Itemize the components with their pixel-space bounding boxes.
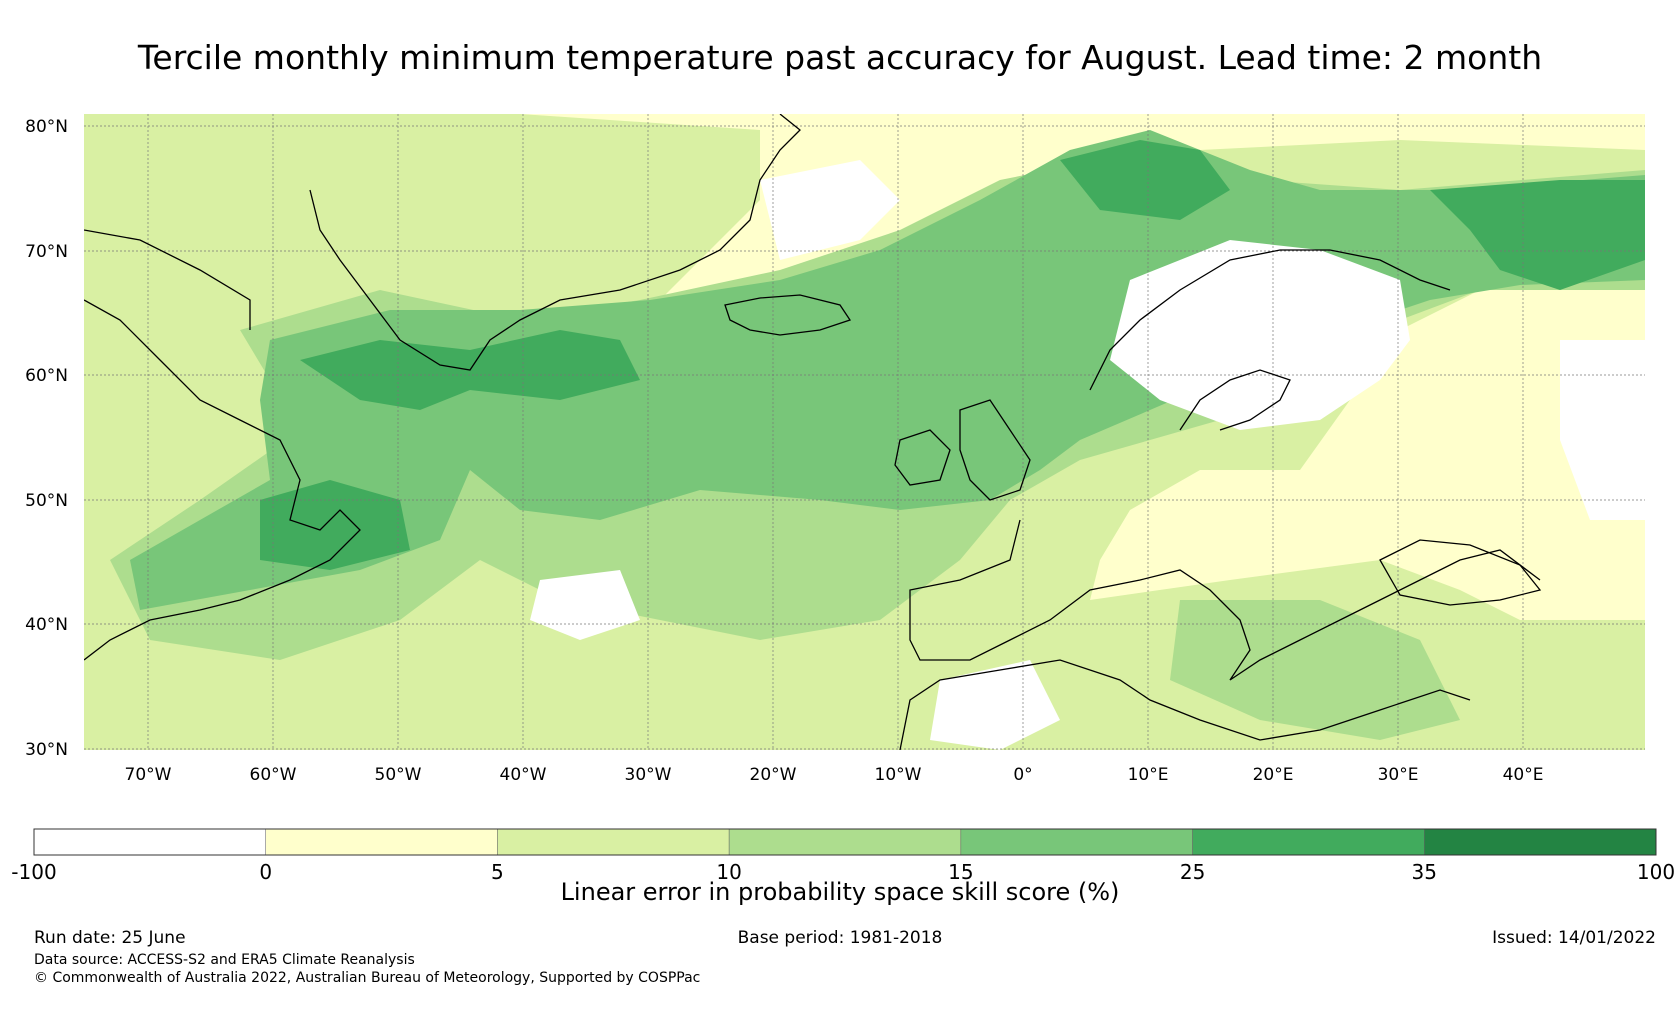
lon-label: 40°W — [500, 765, 547, 785]
africa-coast — [899, 659, 1471, 750]
map-title: Tercile monthly minimum temperature past… — [137, 38, 1543, 77]
scandinavia-coast — [1089, 249, 1451, 391]
lon-label: 10°E — [1128, 765, 1169, 785]
lat-label: 70°N — [25, 242, 68, 262]
north-america-coast — [84, 299, 361, 661]
iceland-coast — [724, 294, 852, 336]
colorbar-tick-label: 10 — [716, 860, 741, 884]
colorbar-tick-label: 5 — [491, 860, 504, 884]
lon-label: 0° — [1013, 765, 1032, 785]
latitude-labels: 80°N 70°N 60°N 50°N 40°N 30°N — [25, 117, 68, 760]
skill-region-high-2 — [1060, 140, 1230, 220]
colorbar-segment — [265, 828, 498, 856]
lat-label: 60°N — [25, 366, 68, 386]
lat-label: 80°N — [25, 117, 68, 137]
colorbar-segment — [497, 828, 730, 856]
gridlines — [84, 114, 1645, 750]
skill-region-negative-2 — [1560, 340, 1645, 520]
colorbar-segment — [1424, 828, 1657, 856]
longitude-labels: 70°W 60°W 50°W 40°W 30°W 20°W 10°W 0° 10… — [125, 765, 1544, 785]
skill-region-negative-3 — [760, 160, 900, 260]
lat-label: 50°N — [25, 491, 68, 511]
colorbar-tick-label: 15 — [948, 860, 973, 884]
lon-label: 30°W — [625, 765, 672, 785]
colorbar-label: Linear error in probability space skill … — [560, 878, 1120, 906]
skill-region-high-4 — [260, 480, 410, 570]
lon-label: 10°W — [875, 765, 922, 785]
colorbar-ticks: -100 0 5 10 15 25 35 100 — [11, 860, 1675, 884]
skill-region-negative-4 — [930, 660, 1060, 750]
map-panel — [84, 114, 1645, 750]
lon-label: 50°W — [375, 765, 422, 785]
lon-label: 20°W — [750, 765, 797, 785]
lat-label: 40°N — [25, 615, 68, 635]
ireland-coast — [894, 429, 951, 486]
run-date: Run date: 25 June — [34, 928, 186, 948]
lon-label: 70°W — [125, 765, 172, 785]
british-isles-coast — [959, 399, 1031, 501]
colorbar: -100 0 5 10 15 25 35 100 — [11, 828, 1675, 884]
skill-region-medium-south — [1170, 600, 1460, 740]
greenland-coast — [309, 114, 801, 371]
colorbar-tick-label: 35 — [1412, 860, 1437, 884]
colorbar-segments — [33, 828, 1657, 856]
lon-label: 20°E — [1253, 765, 1294, 785]
baffin-coast — [84, 229, 251, 330]
skill-region-high-3 — [1430, 180, 1645, 290]
colorbar-tick-label: 0 — [259, 860, 272, 884]
lon-label: 30°E — [1378, 765, 1419, 785]
lat-label: 30°N — [25, 740, 68, 760]
colorbar-segment — [1192, 828, 1425, 856]
colorbar-segment — [960, 828, 1193, 856]
colorbar-tick-label: 100 — [1637, 860, 1675, 884]
colorbar-tick-label: -100 — [11, 860, 56, 884]
colorbar-segment — [728, 828, 962, 856]
lon-label: 40°E — [1503, 765, 1544, 785]
colorbar-segment — [33, 828, 266, 856]
coastlines — [84, 114, 1542, 750]
data-source: Data source: ACCESS-S2 and ERA5 Climate … — [34, 952, 415, 968]
colorbar-outline — [33, 828, 1657, 856]
base-period: Base period: 1981-2018 — [737, 928, 943, 948]
baltic-coast — [1179, 369, 1291, 431]
issued-date: Issued: 14/01/2022 — [1492, 928, 1656, 948]
skill-field — [84, 114, 1645, 750]
skill-region-negative-5 — [530, 570, 640, 640]
copyright: © Commonwealth of Australia 2022, Austra… — [34, 970, 701, 986]
black-sea-coast — [1379, 539, 1542, 606]
lon-label: 60°W — [250, 765, 297, 785]
europe-coast — [909, 519, 1541, 681]
colorbar-tick-label: 25 — [1180, 860, 1205, 884]
